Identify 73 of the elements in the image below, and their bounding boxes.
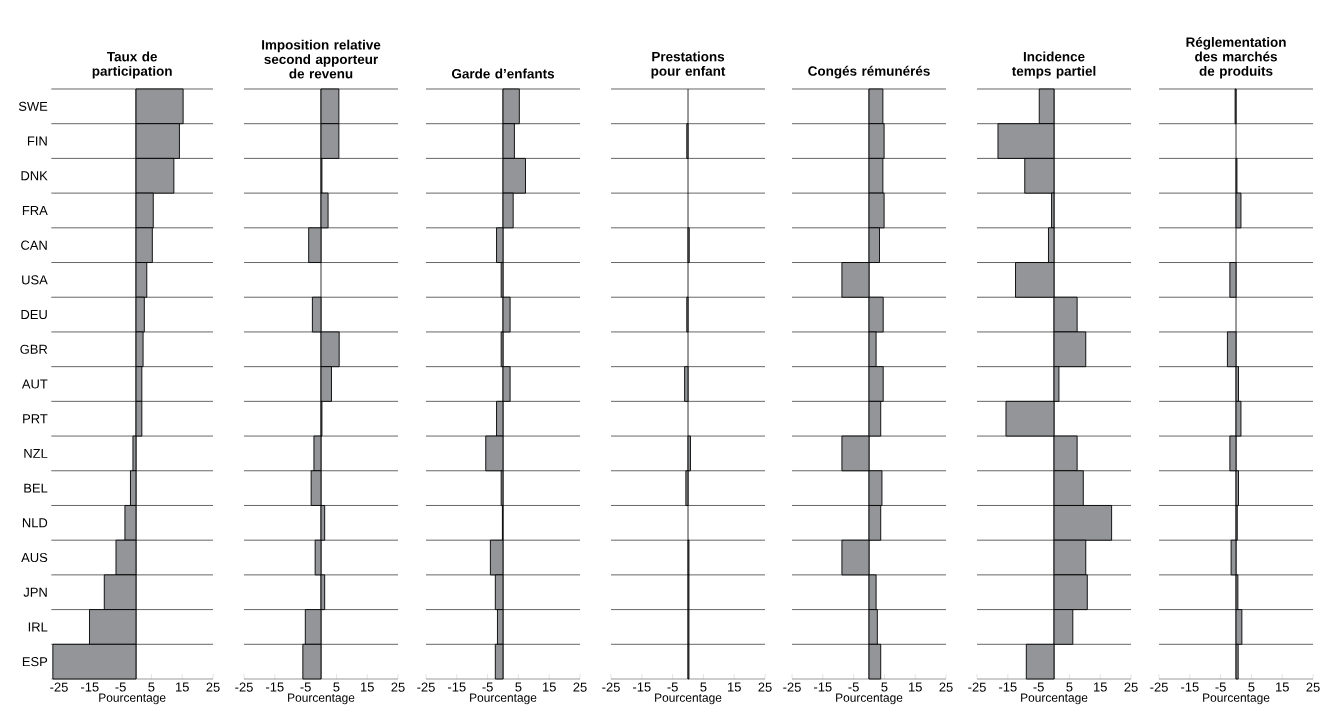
chart-title: Prestations pour enfant — [651, 51, 726, 79]
chart-title: Réglementation des marchés de produits — [1186, 36, 1286, 79]
x-tick-label: -5 — [1215, 682, 1226, 692]
y-tick-label: BEL — [24, 483, 48, 493]
chart-title: Garde d’enfants — [451, 68, 555, 79]
chart-title: Congés rémunérés — [808, 65, 930, 79]
x-tick-label: -15 — [448, 682, 466, 692]
x-tick-label: -25 — [602, 682, 620, 692]
x-tick-label: 25 — [206, 682, 220, 692]
x-tick-label: -15 — [266, 682, 284, 692]
x-tick-label: 25 — [939, 682, 953, 692]
y-tick-label: NLD — [22, 518, 48, 528]
x-axis-title: Pourcentage — [1203, 693, 1270, 705]
y-tick-label: NZL — [24, 448, 48, 458]
x-tick-label: -5 — [115, 682, 126, 692]
x-tick-label: 15 — [1276, 682, 1289, 692]
x-tick-label: 15 — [909, 682, 922, 692]
y-tick-label: SWE — [18, 101, 48, 111]
x-tick-label: -25 — [968, 682, 986, 692]
x-axis-title: Pourcentage — [470, 693, 537, 705]
x-tick-label: -25 — [1150, 682, 1168, 692]
y-tick-label: USA — [22, 275, 48, 285]
chart-title: Taux de participation — [92, 51, 172, 79]
x-axis-title: Pourcentage — [1021, 693, 1088, 705]
x-tick-label: 15 — [728, 682, 741, 692]
x-tick-label: -25 — [417, 682, 435, 692]
x-tick-label: 25 — [1306, 682, 1320, 692]
x-tick-label: -15 — [814, 682, 832, 692]
y-tick-label: DNK — [21, 171, 48, 181]
x-tick-label: 25 — [758, 682, 772, 692]
y-tick-label: FRA — [22, 206, 48, 215]
x-tick-label: -5 — [1033, 682, 1044, 692]
x-axis-title: Pourcentage — [99, 693, 166, 705]
chart-title: Incidence temps partiel — [1011, 51, 1096, 79]
x-tick-label: -5 — [848, 682, 859, 692]
x-tick-label: -5 — [667, 682, 678, 692]
y-tick-label: CAN — [21, 240, 47, 250]
x-tick-label: 5 — [1248, 682, 1255, 692]
x-tick-label: 5 — [148, 682, 155, 692]
x-tick-label: 5 — [515, 682, 522, 692]
x-tick-label: 15 — [1094, 682, 1107, 692]
chart-title: Imposition relative second apporteur de revenu — [262, 39, 381, 79]
x-tick-label: 15 — [175, 682, 189, 692]
x-tick-label: 5 — [881, 682, 888, 692]
x-tick-label: -15 — [999, 682, 1017, 692]
x-tick-label: -15 — [633, 682, 651, 692]
x-tick-label: 25 — [391, 682, 405, 692]
x-tick-label: 15 — [360, 682, 374, 692]
y-tick-label: DEU — [21, 310, 47, 320]
y-tick-label: ESP — [22, 657, 48, 667]
x-tick-label: 5 — [333, 682, 340, 692]
x-tick-label: 15 — [542, 682, 556, 692]
x-tick-label: -25 — [50, 682, 68, 692]
x-axis-title: Pourcentage — [655, 693, 722, 705]
x-tick-label: 5 — [1066, 682, 1073, 692]
y-tick-label: PRT — [23, 414, 48, 424]
x-tick-label: 5 — [700, 682, 707, 692]
x-tick-label: -25 — [783, 682, 801, 692]
x-tick-label: 25 — [573, 682, 587, 692]
y-tick-label: FIN — [27, 136, 47, 146]
x-tick-label: -5 — [300, 682, 311, 692]
x-axis-title: Pourcentage — [288, 693, 355, 705]
y-tick-label: AUT — [21, 379, 48, 389]
y-tick-label: AUS — [21, 552, 48, 563]
x-tick-label: -15 — [81, 682, 99, 692]
y-tick-label: JPN — [23, 587, 47, 597]
y-tick-label: GBR — [20, 344, 48, 354]
x-tick-label: -25 — [235, 682, 253, 692]
y-tick-label: IRL — [28, 622, 48, 632]
x-axis-title: Pourcentage — [836, 693, 903, 705]
x-tick-label: -15 — [1181, 682, 1199, 692]
x-tick-label: 25 — [1124, 682, 1138, 692]
x-tick-label: -5 — [482, 682, 493, 692]
